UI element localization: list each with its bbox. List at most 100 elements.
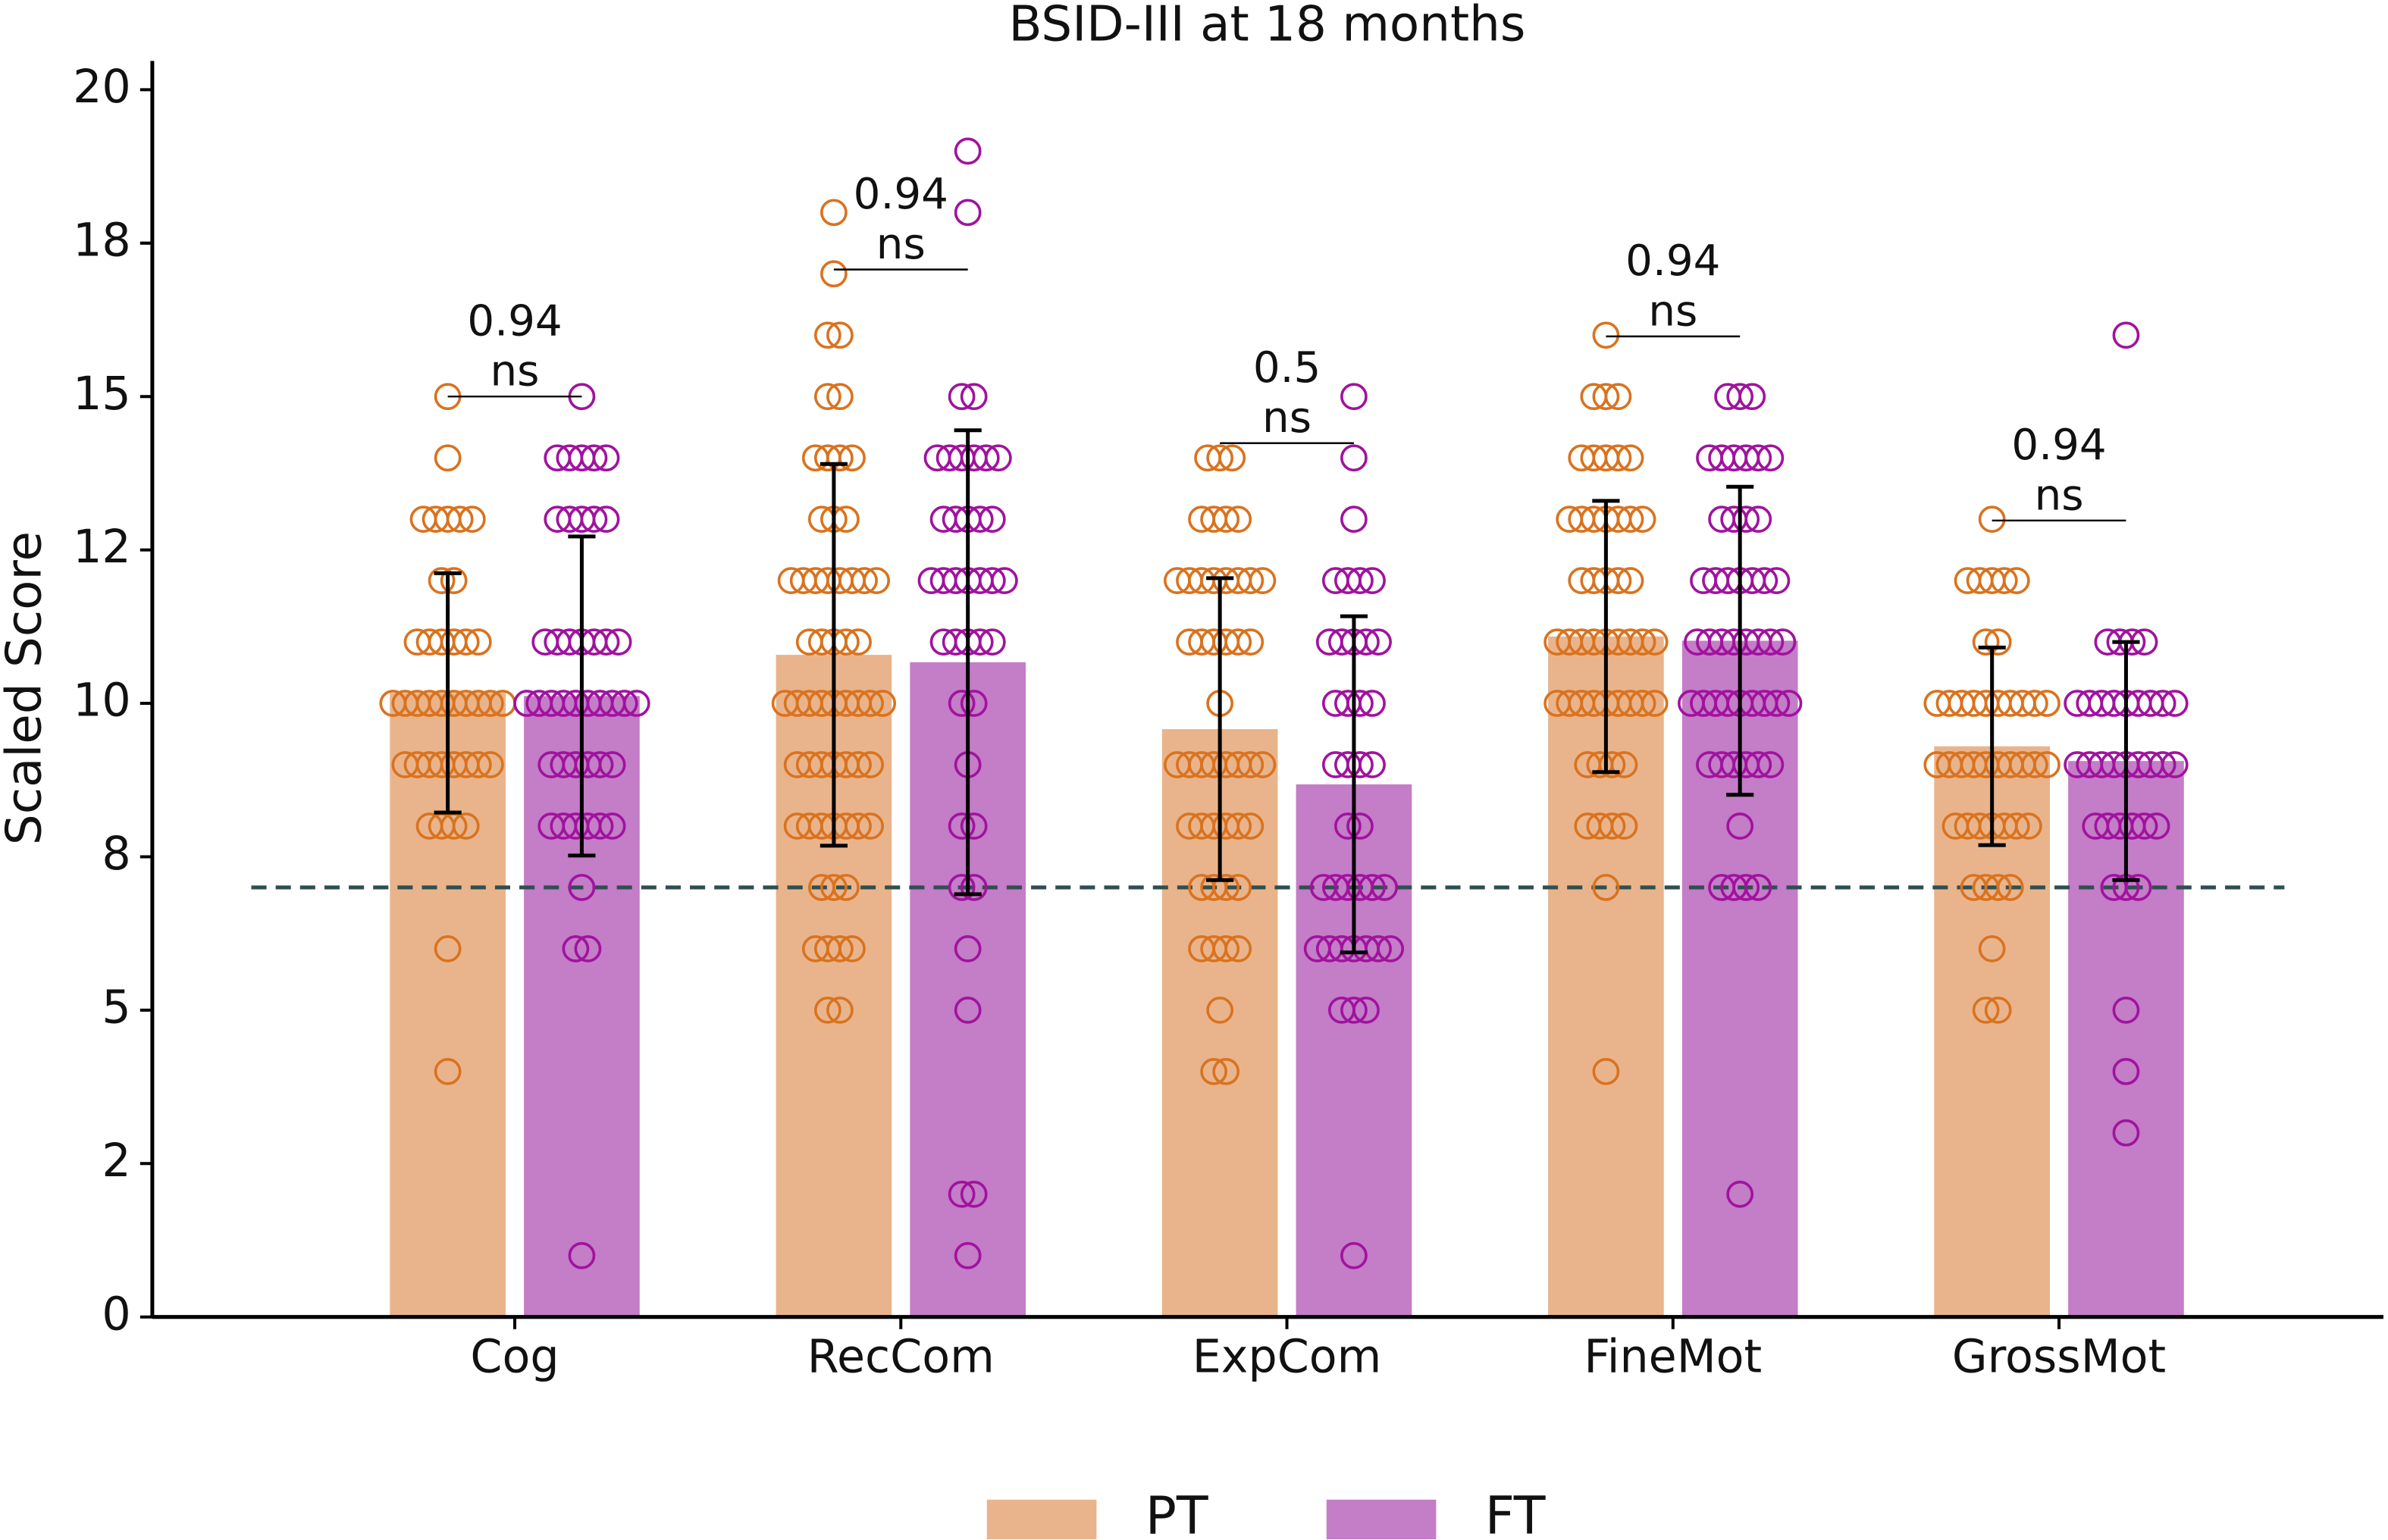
data-point (1610, 751, 1638, 778)
x-tick-label: ExpCom (1192, 1331, 1382, 1384)
data-point (960, 1180, 988, 1208)
data-point (1359, 751, 1386, 778)
data-point (2142, 812, 2170, 840)
data-point (978, 628, 1006, 656)
data-point (948, 812, 976, 840)
data-point (960, 812, 988, 840)
data-point (428, 567, 456, 595)
significance-label: ns (1262, 393, 1312, 443)
data-point (1340, 444, 1368, 472)
data-point (2014, 812, 2042, 840)
data-point (434, 935, 462, 962)
error-bar (568, 534, 596, 858)
data-point (1978, 506, 2006, 534)
data-point (1763, 567, 1791, 595)
data-point (948, 1180, 976, 1208)
data-point (1365, 628, 1392, 656)
data-point (857, 812, 884, 840)
data-point (948, 874, 976, 901)
data-point (954, 199, 982, 227)
data-point (1750, 567, 1778, 595)
data-point (1200, 1057, 1227, 1085)
y-tick-label: 2 (102, 1135, 130, 1188)
data-point (954, 935, 982, 962)
error-bar (1726, 484, 1754, 797)
data-point (1592, 1057, 1620, 1085)
data-point (1616, 567, 1644, 595)
data-point (1641, 690, 1669, 717)
data-point (1224, 628, 1252, 656)
data-point (1598, 812, 1626, 840)
data-point (580, 506, 608, 534)
data-point (820, 260, 848, 288)
data-point (1628, 690, 1656, 717)
data-point (586, 812, 614, 840)
data-point (464, 751, 492, 778)
y-tick-label: 15 (73, 368, 131, 421)
data-point (1769, 628, 1797, 656)
data-point (586, 751, 614, 778)
data-point (1340, 383, 1368, 411)
data-point (972, 444, 1000, 472)
data-point (960, 874, 988, 901)
y-tick-label: 12 (73, 521, 131, 574)
data-point (434, 444, 462, 472)
data-point (2130, 812, 2158, 840)
y-axis-label: Scaled Score (0, 531, 53, 845)
y-tick-label: 20 (73, 61, 131, 114)
data-point (1365, 935, 1392, 962)
data-point (820, 199, 848, 227)
data-point (1610, 812, 1638, 840)
data-point (1972, 996, 2000, 1024)
data-point (1346, 812, 1374, 840)
x-tick-label: RecCom (807, 1331, 995, 1384)
error-bar (2112, 640, 2140, 882)
data-point (1996, 874, 2024, 901)
data-point (2112, 996, 2140, 1024)
data-point (1236, 567, 1265, 595)
x-tick-label: Cog (470, 1331, 559, 1384)
data-point (1604, 444, 1632, 472)
data-point (1377, 935, 1405, 962)
data-point (1628, 506, 1656, 534)
data-point (2112, 1057, 2140, 1085)
data-point (1726, 383, 1754, 411)
data-point (1249, 751, 1277, 778)
data-point (2033, 690, 2061, 717)
data-point (1359, 690, 1386, 717)
data-point (477, 751, 504, 778)
data-point (826, 935, 854, 962)
data-point (1206, 444, 1234, 472)
data-point (1334, 812, 1362, 840)
error-bar (434, 571, 462, 815)
data-point (954, 996, 982, 1024)
y-tick-label: 0 (102, 1288, 130, 1341)
data-point (838, 444, 866, 472)
error-bar (1340, 614, 1368, 955)
data-point (978, 506, 1006, 534)
data-point (1340, 506, 1368, 534)
data-point (978, 567, 1006, 595)
data-point (574, 935, 602, 962)
data-point (869, 690, 897, 717)
data-point (1972, 628, 2000, 656)
data-point (622, 690, 650, 717)
data-point (1212, 506, 1240, 534)
data-point (1371, 874, 1398, 901)
data-point (1984, 874, 2012, 901)
data-point (452, 812, 480, 840)
data-point (845, 628, 872, 656)
data-point (452, 628, 480, 656)
p-value: 0.94 (854, 170, 948, 219)
data-point (960, 690, 988, 717)
data-point (1224, 812, 1252, 840)
data-point (598, 812, 626, 840)
data-point (1775, 690, 1803, 717)
x-tick-label: GrossMot (1952, 1331, 2166, 1384)
y-tick-label: 10 (73, 675, 131, 728)
data-point (1726, 812, 1754, 840)
p-value: 0.94 (467, 296, 562, 346)
data-point (1744, 874, 1772, 901)
legend-label: PT (1145, 1486, 1208, 1540)
